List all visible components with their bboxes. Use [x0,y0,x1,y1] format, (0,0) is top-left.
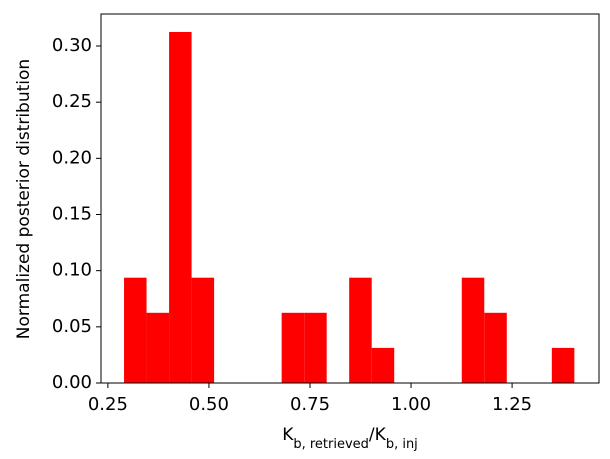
bar [349,277,372,383]
bar [124,277,147,383]
x-axis-label-part: b, retrieved [293,437,369,452]
y-tick-label: 0.20 [52,147,92,168]
bar [281,312,305,383]
x-axis-label-part: /K [369,425,387,445]
x-axis-label-part: b, inj [386,437,418,452]
x-tick-label: 0.25 [88,394,128,415]
bar [551,347,575,383]
y-tick-label: 0.05 [52,316,92,337]
y-tick-label: 0.00 [52,372,92,393]
y-tick-label: 0.15 [52,204,92,225]
y-tick-label: 0.25 [52,91,92,112]
x-tick-label: 0.50 [189,394,229,415]
bar [146,312,170,383]
y-axis-label: Normalized posterior distribution [14,59,34,339]
y-tick-label: 0.10 [52,260,92,281]
bar [191,277,215,383]
y-tick-label: 0.30 [52,35,92,56]
x-tick-label: 1.25 [492,394,532,415]
x-tick-label: 0.75 [290,394,330,415]
bar [461,277,485,383]
bar [484,312,507,383]
bar [304,312,327,383]
plot-frame [100,13,600,384]
bar [371,347,395,383]
x-axis-label: Kb, retrieved/Kb, inj [282,425,418,452]
bar [169,31,192,384]
x-tick-label: 1.00 [391,394,431,415]
x-axis-label-part: K [282,425,294,445]
